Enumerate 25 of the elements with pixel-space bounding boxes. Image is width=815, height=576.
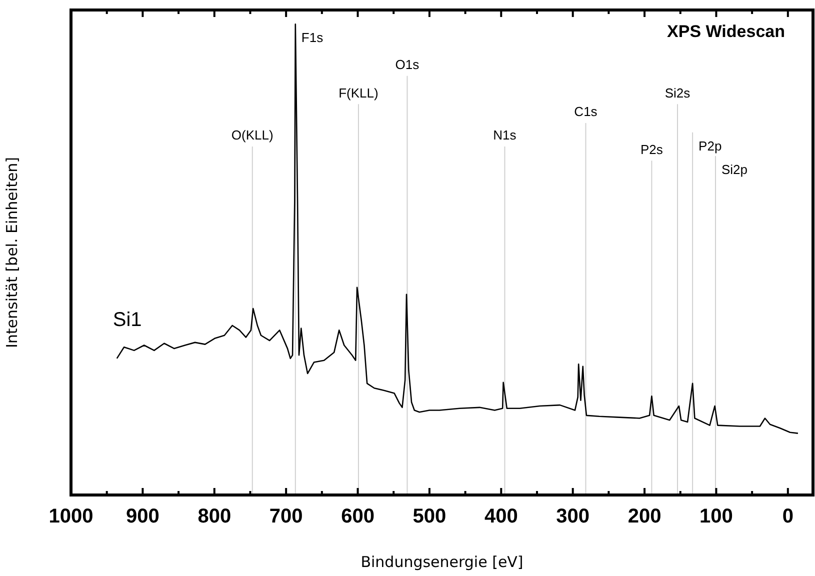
x-tick-label: 500 [412,506,446,528]
series-label: Si1 [112,308,142,331]
ref-line-label: N1s [493,128,517,143]
x-tick-label: 200 [628,506,662,528]
ref-line-label: O(KLL) [231,128,274,143]
x-tick-label: 800 [198,506,232,528]
ref-line-label: F(KLL) [338,85,378,100]
y-axis-title: Intensität [bel. Einheiten] [2,156,21,348]
ref-line-label: P2s [640,142,664,157]
x-tick-label: 700 [269,506,303,528]
chart-title: XPS Widescan [667,22,785,42]
ref-line-label: F1s [301,30,324,46]
x-tick-label: 600 [341,506,374,528]
x-tick-label: 900 [126,506,160,528]
x-tick-label: 0 [782,506,794,528]
x-tick-label: 400 [484,506,518,528]
x-axis-title: Bindungsenergie [eV] [360,552,524,571]
ref-line-label: Si2s [664,85,691,100]
ref-line-label: O1s [395,57,420,72]
ref-line-label: P2p [698,138,722,154]
x-tick-label: 300 [556,506,590,528]
x-tick-label: 100 [700,506,733,528]
x-tick-label: 1000 [48,506,94,528]
ref-line-label: Si2p [722,162,748,178]
ref-line-label: C1s [574,104,598,120]
